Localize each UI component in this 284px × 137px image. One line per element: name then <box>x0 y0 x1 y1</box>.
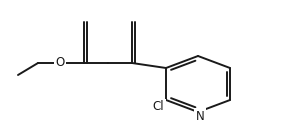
Text: N: N <box>196 109 204 122</box>
Text: Cl: Cl <box>152 101 164 113</box>
Text: O: O <box>55 56 65 69</box>
